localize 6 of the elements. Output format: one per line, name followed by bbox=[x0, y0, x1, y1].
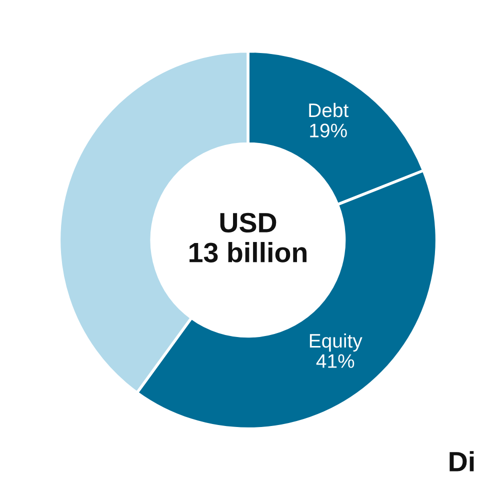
slice-label: Debt bbox=[309, 102, 349, 118]
slice-label: Equity bbox=[310, 333, 362, 352]
data-label: 41% bbox=[316, 354, 354, 368]
data-label: 19% bbox=[310, 124, 347, 138]
text: USD 13 billion bbox=[190, 212, 306, 262]
text: Di bbox=[450, 451, 474, 472]
